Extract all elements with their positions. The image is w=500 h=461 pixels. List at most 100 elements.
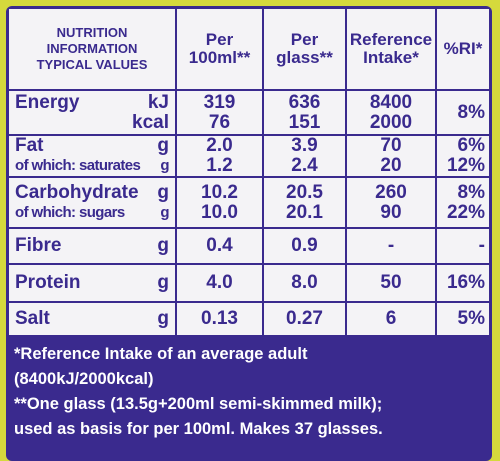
column-heading: glass** xyxy=(276,48,333,67)
percent-cell: - xyxy=(435,229,489,263)
nutrient-row: Fat g of which: saturates g 2.0 1.2 3.9 2.4 70 20… xyxy=(9,134,489,176)
percent-cell: 5% xyxy=(435,303,489,335)
nutrient-line: Fat g xyxy=(15,136,169,156)
value-cell: 6 xyxy=(345,303,435,335)
value: 8.0 xyxy=(291,272,318,293)
percent: 12% xyxy=(446,155,485,176)
value-cell: 3.9 2.4 xyxy=(262,136,345,176)
value: 151 xyxy=(288,111,321,133)
percent: 8% xyxy=(457,181,485,203)
nutrient-row: Energy kJ kcal 319 76 636 151 8400 2000 8% xyxy=(9,89,489,134)
value: 90 xyxy=(380,201,402,223)
value-cell: 8.0 xyxy=(262,265,345,301)
nutrient-cell: Protein g xyxy=(9,265,175,301)
nutrient-line: of which: sugars g xyxy=(15,203,170,223)
percent: 8% xyxy=(457,101,485,123)
percent-cell: 16% xyxy=(435,265,489,301)
unit: g xyxy=(157,235,169,256)
percent-cell: 8% xyxy=(435,91,489,134)
value-cell: 20.5 20.1 xyxy=(262,178,345,227)
unit: g xyxy=(157,308,169,329)
footnote: (8400kJ/2000kcal) xyxy=(14,370,154,388)
footnote: **One glass (13.5g+200ml semi-skimmed mi… xyxy=(14,395,383,413)
value-cell: 0.4 xyxy=(175,229,262,263)
nutrient-name: of which: sugars xyxy=(15,203,125,221)
column-heading: Intake* xyxy=(363,48,419,67)
nutrient-line: of which: saturates g xyxy=(15,156,170,176)
header-cell: Reference Intake* xyxy=(345,9,435,89)
value: 2.4 xyxy=(291,155,318,176)
value: 50 xyxy=(380,272,402,293)
column-heading: Per xyxy=(290,30,319,49)
percent-cell: 6% 12% xyxy=(435,136,489,176)
footnote: *Reference Intake of an average adult xyxy=(14,345,308,363)
nutrient-name: Carbohydrate xyxy=(15,181,139,203)
header-cell: Per glass** xyxy=(262,9,345,89)
percent: 5% xyxy=(457,308,485,329)
header-cell: %RI* xyxy=(435,9,489,89)
value: 20 xyxy=(380,155,402,176)
unit: g xyxy=(157,135,169,156)
unit: kJ xyxy=(147,91,169,113)
value: 260 xyxy=(375,181,407,203)
value-cell: 4.0 xyxy=(175,265,262,301)
column-heading: Per xyxy=(205,30,234,49)
value: 0.9 xyxy=(291,235,318,256)
nutrient-row: Carbohydrate g of which: sugars g 10.2 10.0 20… xyxy=(9,176,489,227)
value: - xyxy=(387,235,395,256)
value: 20.5 xyxy=(286,181,323,203)
value-cell: 2.0 1.2 xyxy=(175,136,262,176)
unit: kcal xyxy=(132,111,169,133)
nutrient-line: Protein g xyxy=(15,273,169,293)
nutrient-name: Protein xyxy=(15,272,81,293)
value: 10.0 xyxy=(201,201,238,223)
column-heading: Reference xyxy=(349,30,433,49)
unit: g xyxy=(160,157,169,174)
value: 0.13 xyxy=(201,308,238,329)
nutrient-row: Protein g 4.0 8.0 50 16% xyxy=(9,263,489,301)
header-row: NUTRITION INFORMATION TYPICAL VALUES Per 100… xyxy=(9,9,489,89)
value: 0.27 xyxy=(286,308,323,329)
value: 6 xyxy=(385,308,397,329)
value: 1.2 xyxy=(206,155,233,176)
value-cell: 0.27 xyxy=(262,303,345,335)
value-cell: 0.13 xyxy=(175,303,262,335)
nutrient-name: Fat xyxy=(15,135,44,156)
value: 8400 xyxy=(369,91,413,113)
value-cell: 0.9 xyxy=(262,229,345,263)
nutrient-cell: Carbohydrate g of which: sugars g xyxy=(9,178,175,227)
value: 636 xyxy=(288,91,321,113)
value: 76 xyxy=(208,111,231,133)
percent-cell: 8% 22% xyxy=(435,178,489,227)
nutrient-line: Carbohydrate g xyxy=(15,181,169,203)
value: 3.9 xyxy=(291,135,318,156)
value: 20.1 xyxy=(286,201,323,223)
nutrient-cell: Salt g xyxy=(9,303,175,335)
nutrition-table: NUTRITION INFORMATION TYPICAL VALUES Per 100… xyxy=(9,9,489,335)
nutrient-name: Salt xyxy=(15,308,50,329)
unit: g xyxy=(160,203,169,221)
nutrient-line: Fibre g xyxy=(15,236,169,256)
nutrient-name: Fibre xyxy=(15,235,62,256)
column-heading: %RI* xyxy=(443,39,483,58)
header-title: INFORMATION xyxy=(46,41,138,56)
value-cell: - xyxy=(345,229,435,263)
header-title: TYPICAL VALUES xyxy=(36,57,148,72)
value: 2000 xyxy=(369,111,413,133)
unit: g xyxy=(157,272,169,293)
nutrient-name: Energy xyxy=(15,91,80,113)
units: kJ kcal xyxy=(132,91,169,133)
value-cell: 10.2 10.0 xyxy=(175,178,262,227)
value: 70 xyxy=(380,135,402,156)
unit: g xyxy=(157,181,169,203)
nutrient-line: Salt g xyxy=(15,309,169,329)
energy-block: Energy kJ kcal xyxy=(15,91,169,133)
value: 4.0 xyxy=(206,272,233,293)
value-cell: 8400 2000 xyxy=(345,91,435,134)
header-title: NUTRITION xyxy=(56,25,128,40)
value-cell: 636 151 xyxy=(262,91,345,134)
nutrition-label: NUTRITION INFORMATION TYPICAL VALUES Per 100… xyxy=(6,6,492,461)
value-cell: 50 xyxy=(345,265,435,301)
nutrient-name: of which: saturates xyxy=(15,157,141,174)
